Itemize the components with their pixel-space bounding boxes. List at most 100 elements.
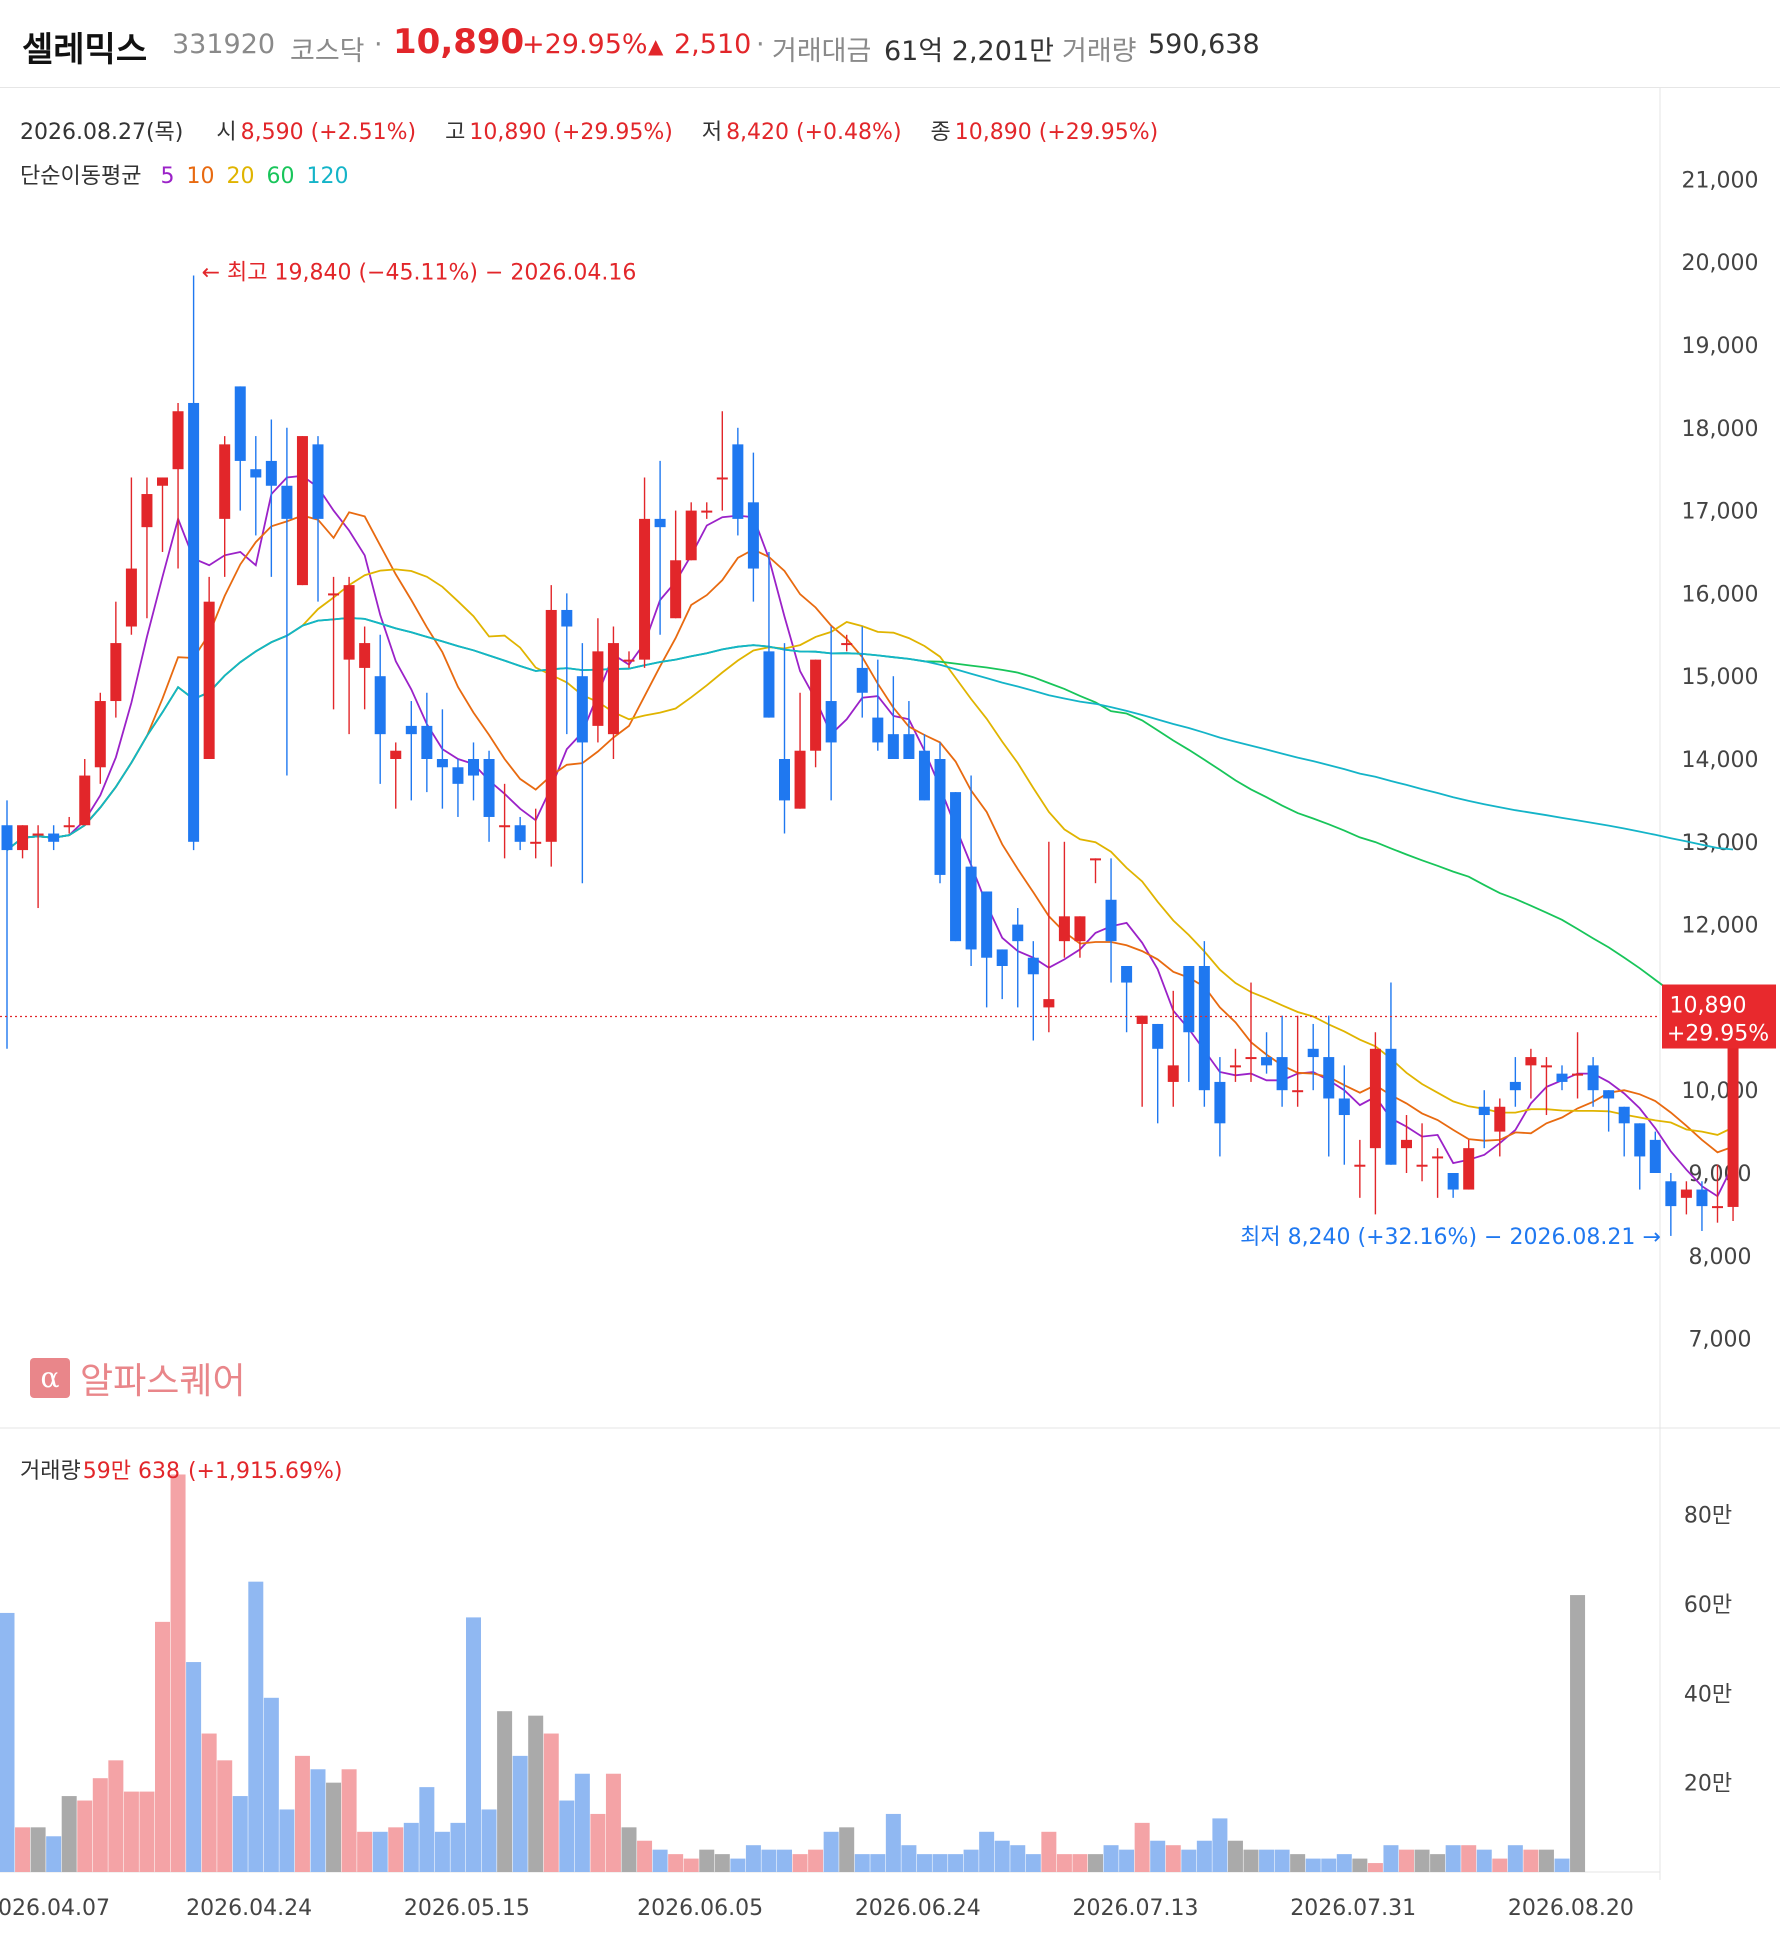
candle-body (265, 460, 277, 486)
price-tick-label: 14,000 (1682, 748, 1759, 773)
volume-legend-label: 거래량 (20, 1459, 81, 1484)
volume-bar (1305, 1858, 1321, 1872)
date-tick-label: 2026.04.07 (0, 1896, 110, 1921)
candle-body (1540, 1065, 1552, 1068)
candle-body (763, 651, 775, 718)
legend-low-value: 8,420 (+0.48%) (726, 120, 902, 145)
volume-bar (1134, 1822, 1150, 1872)
volume-bar (310, 1769, 326, 1872)
volume-bar (201, 1733, 217, 1872)
volume-bar (1538, 1849, 1554, 1872)
candle-body (1525, 1057, 1537, 1066)
volume-bar (123, 1791, 139, 1872)
candle-body (950, 792, 962, 942)
volume-bar (1025, 1854, 1041, 1872)
candle-body (996, 949, 1008, 966)
date-tick-label: 2026.06.05 (637, 1896, 763, 1921)
current-price-tag (1662, 984, 1776, 1049)
volume-bar (916, 1854, 932, 1872)
volume-bar (1088, 1854, 1103, 1872)
volume-bar (1041, 1831, 1057, 1872)
volume-bar (1010, 1845, 1026, 1872)
candle-body (530, 841, 542, 844)
volume-legend: 거래량59만 638 (+1,915.69%) (20, 1453, 364, 1485)
ma-5-line (6, 474, 1734, 1198)
volume-bar (46, 1836, 62, 1872)
volume-bar (574, 1773, 590, 1872)
candle-body (1136, 1015, 1148, 1024)
volume-bar (1352, 1858, 1368, 1872)
volume-bar (979, 1831, 995, 1872)
ma-10-line (6, 511, 1734, 1154)
volume-bar (683, 1858, 699, 1872)
legend-low-label: 저 (701, 120, 723, 145)
volume-bar (1430, 1854, 1446, 1872)
header-separator-1: · (374, 29, 383, 60)
legend-open-value: 8,590 (+2.51%) (240, 120, 417, 145)
volume-bar (294, 1755, 310, 1872)
legend-close-value: 10,890 (+29.95%) (954, 120, 1159, 145)
stock-header: 셀레믹스 331920 코스닥 · 10,890 +29.95% ▲ 2,510… (0, 0, 1780, 88)
ma-period-5[interactable]: 5 (160, 164, 175, 189)
legend-date: 2026.08.27(목) (20, 120, 184, 145)
volume-bar (761, 1849, 777, 1872)
candle-body (468, 759, 479, 776)
volume-bar (61, 1796, 77, 1872)
price-tag-value: 10,890 (1670, 994, 1747, 1019)
candle-body (545, 609, 557, 842)
volume-bar (1554, 1858, 1570, 1872)
watermark-text: 알파스퀘어 (80, 1361, 246, 1402)
trade-amount-value: 61억 2,201만 (884, 36, 1054, 67)
candle-body (312, 444, 324, 519)
candle-body (172, 411, 184, 470)
candle-body (887, 734, 899, 759)
volume-bar (15, 1827, 31, 1872)
candle-body (1618, 1106, 1630, 1124)
candle-body (685, 510, 697, 561)
candle-body (1292, 1090, 1304, 1093)
volume-bar (1507, 1845, 1523, 1872)
moving-average-legend[interactable]: 단순이동평균 5 10 20 60 120 (20, 158, 348, 190)
candle-body (1696, 1189, 1708, 1207)
volume-bar (528, 1715, 544, 1872)
candle-body (1105, 899, 1117, 942)
candle-body (607, 643, 619, 735)
volume-bar (30, 1827, 46, 1872)
stock-code: 331920 (172, 29, 276, 60)
candle-body (203, 601, 215, 759)
volume-bar (108, 1760, 124, 1872)
volume-bar (0, 1612, 15, 1872)
candle-body (421, 725, 433, 759)
price-axis: 21,000 20,000 19,000 18,000 17,000 16,000 15,0… (1682, 168, 1759, 1352)
date-tick-label: 2026.07.13 (1073, 1896, 1199, 1921)
candle-body (1058, 916, 1070, 942)
volume-bar (823, 1831, 839, 1872)
volume-bar (1243, 1849, 1259, 1872)
candle-body (1385, 1048, 1397, 1165)
price-tick-label: 21,000 (1682, 168, 1759, 193)
legend-close-label: 종 (930, 120, 951, 145)
volume-bar (357, 1831, 373, 1872)
candle-body (732, 444, 744, 519)
legend-high-label: 고 (445, 120, 466, 145)
ma-period-20[interactable]: 20 (226, 164, 255, 189)
candle-body (141, 494, 153, 528)
candle-body (1572, 1073, 1584, 1076)
volume-bar (341, 1769, 357, 1872)
date-tick-label: 2026.06.24 (855, 1896, 981, 1921)
volume-legend-value: 59만 638 (82, 1459, 180, 1484)
candle-body (250, 469, 262, 478)
ma-period-120[interactable]: 120 (306, 164, 349, 189)
candle-body (639, 518, 651, 660)
volume-bar (1119, 1849, 1135, 1872)
ma-period-60[interactable]: 60 (266, 164, 295, 189)
candle-body (390, 750, 402, 759)
candle-body (1121, 966, 1133, 983)
candle-body (747, 502, 759, 569)
volume-bar (279, 1809, 295, 1872)
candle-body (32, 833, 44, 836)
candle-body (499, 825, 511, 828)
ma-period-10[interactable]: 10 (186, 164, 215, 189)
volume-bar (92, 1778, 108, 1872)
